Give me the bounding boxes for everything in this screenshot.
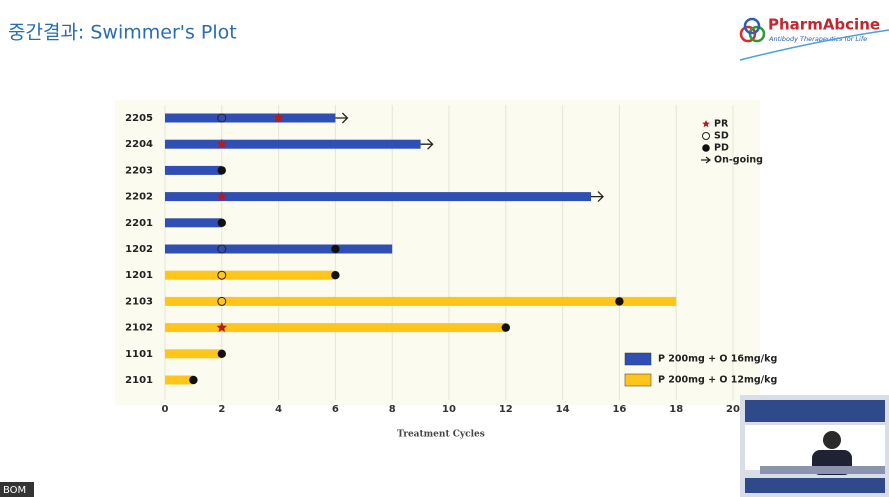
y-tick-label: 2205 <box>125 113 153 124</box>
x-tick-label: 0 <box>162 404 169 415</box>
bar <box>165 270 336 280</box>
arrow-shape <box>420 138 434 150</box>
arrow-shape <box>335 112 349 124</box>
y-tick-label: 2201 <box>125 218 153 229</box>
event-marker <box>335 112 349 124</box>
legend-entry: P 200mg + O 16mg/kg <box>624 352 777 366</box>
logo: PharmAbcine Antibody Therapeutics for Li… <box>739 16 880 43</box>
x-tick-label: 12 <box>499 404 513 415</box>
webcam-banner <box>745 478 885 493</box>
bar <box>165 375 194 385</box>
logo-text: PharmAbcine <box>768 16 880 34</box>
legend-label: On-going <box>714 155 763 166</box>
legend-swatch <box>624 352 652 366</box>
event-marker <box>331 271 340 280</box>
user-name: BOM <box>3 485 26 496</box>
x-tick-label: 14 <box>556 404 570 415</box>
user-tag <box>0 482 34 497</box>
bar <box>165 218 222 228</box>
x-tick-label: 18 <box>669 404 683 415</box>
logo-ring <box>743 17 761 35</box>
legend-label: PR <box>714 119 729 130</box>
bar <box>165 165 222 175</box>
bar <box>165 349 222 359</box>
event-marker <box>217 244 227 254</box>
event-marker <box>501 323 510 332</box>
legend-label: P 200mg + O 12mg/kg <box>658 375 777 386</box>
bar <box>165 113 336 123</box>
decor-line <box>739 29 889 61</box>
y-tick-label: 1101 <box>125 349 153 360</box>
plot: 0 2 4 6 8 10 12 14 16 18 20 Treatment Cycles 2205 220… <box>125 105 777 440</box>
bar <box>165 139 421 149</box>
x-tick-label: 10 <box>442 404 456 415</box>
event-marker <box>217 166 226 175</box>
event-marker <box>217 270 227 280</box>
x-axis-label: Treatment Cycles <box>397 430 485 440</box>
event-marker <box>217 218 226 227</box>
legend-entry: On-going <box>701 155 763 166</box>
legend-symbol <box>702 144 710 152</box>
legend-entry: P 200mg + O 12mg/kg <box>624 373 777 387</box>
y-tick-label: 2204 <box>125 139 153 150</box>
slide-title: 중간결과: Swimmer's Plot <box>8 22 237 44</box>
y-tick-label: 2202 <box>125 192 153 203</box>
logo-tagline: Antibody Therapeutics for Life <box>768 35 867 43</box>
legend-swatch <box>624 373 652 387</box>
event-marker <box>216 322 227 332</box>
legend-arrow <box>701 156 711 164</box>
bar <box>165 244 393 254</box>
event-marker <box>189 375 198 385</box>
event-marker <box>216 138 227 149</box>
event-marker <box>615 297 624 306</box>
y-tick-label: 1201 <box>125 270 153 281</box>
legend-entry: SD <box>702 131 729 142</box>
legend-label: SD <box>714 131 729 142</box>
legend-entry: PR <box>702 119 729 130</box>
legend-label: PD <box>714 143 729 154</box>
x-tick-label: 6 <box>332 404 339 415</box>
x-tick-label: 16 <box>612 404 626 415</box>
legend-label: P 200mg + O 16mg/kg <box>658 354 777 365</box>
x-tick-label: 8 <box>389 404 396 415</box>
bar <box>165 323 506 333</box>
event-marker <box>591 191 604 203</box>
x-tick-label: 2 <box>218 404 225 415</box>
x-tick-label: 4 <box>275 404 282 415</box>
event-marker <box>217 113 227 123</box>
event-marker <box>273 112 284 123</box>
logo-ring <box>739 25 757 43</box>
event-marker <box>217 296 227 306</box>
bar <box>165 296 677 306</box>
y-tick-label: 2203 <box>125 165 153 176</box>
legend-symbol <box>702 120 710 128</box>
legend-entry: PD <box>702 143 729 154</box>
y-tick-label: 2101 <box>125 375 153 386</box>
speaker-head <box>823 431 841 449</box>
event-marker <box>216 191 227 201</box>
webcam-desk <box>760 466 885 474</box>
arrow-shape <box>591 191 604 203</box>
legend-symbol <box>702 132 710 140</box>
bar <box>165 192 591 202</box>
webcam <box>740 395 889 497</box>
event-marker <box>331 244 340 254</box>
event-marker <box>420 138 434 150</box>
event-marker <box>217 349 226 358</box>
y-tick-label: 1202 <box>125 244 153 255</box>
y-tick-label: 2103 <box>125 296 153 307</box>
y-tick-label: 2102 <box>125 323 153 334</box>
webcam-banner <box>745 400 885 422</box>
x-tick-label: 20 <box>726 404 740 415</box>
